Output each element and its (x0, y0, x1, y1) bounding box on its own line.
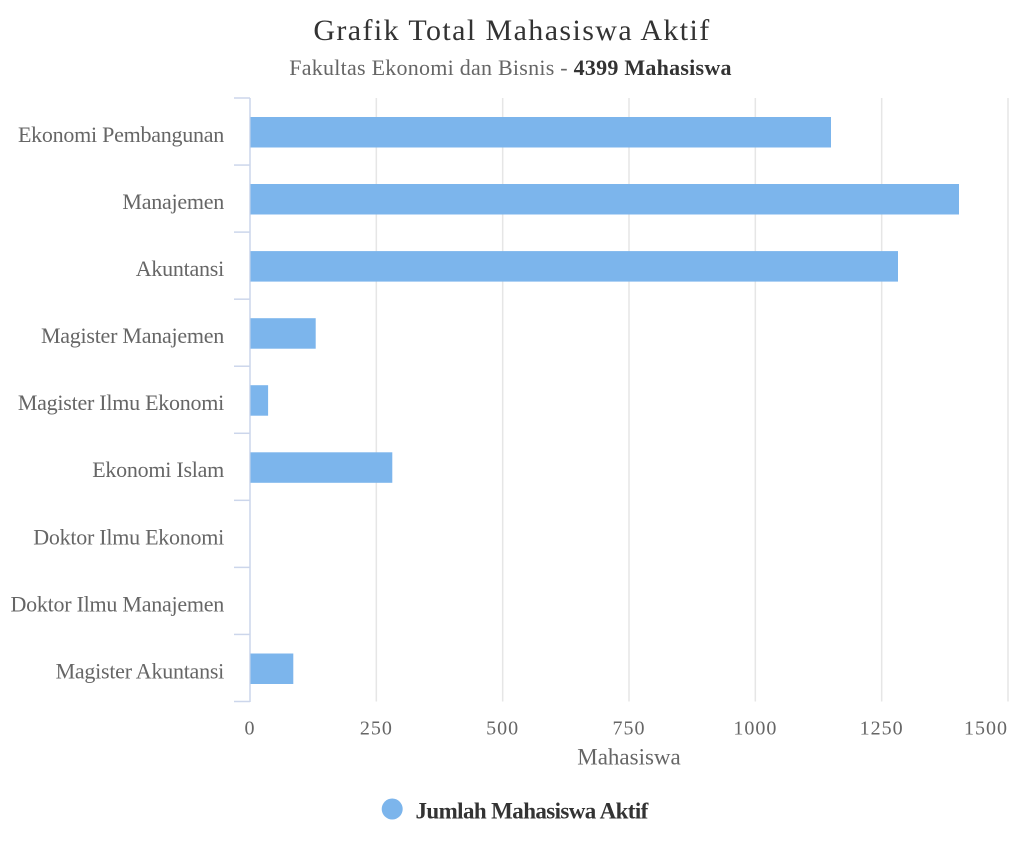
svg-text:Fakultas Ekonomi dan Bisnis -: Fakultas Ekonomi dan Bisnis - 4399 Mahas… (289, 55, 731, 80)
svg-text:Grafik Total Mahasiswa Aktif: Grafik Total Mahasiswa Aktif (313, 14, 710, 47)
svg-text:1250: 1250 (860, 717, 904, 739)
svg-text:Doktor Ilmu Manajemen: Doktor Ilmu Manajemen (11, 591, 225, 616)
svg-text:250: 250 (360, 717, 393, 739)
svg-text:Magister Akuntansi: Magister Akuntansi (56, 658, 225, 683)
svg-text:Mahasiswa: Mahasiswa (577, 745, 680, 770)
svg-text:Ekonomi Pembangunan: Ekonomi Pembangunan (18, 122, 224, 147)
svg-text:Jumlah Mahasiswa Aktif: Jumlah Mahasiswa Aktif (416, 799, 649, 824)
svg-text:Magister Manajemen: Magister Manajemen (41, 323, 224, 348)
svg-text:Magister Ilmu Ekonomi: Magister Ilmu Ekonomi (18, 390, 224, 415)
svg-text:1000: 1000 (733, 717, 777, 739)
svg-text:500: 500 (486, 717, 519, 739)
svg-text:Manajemen: Manajemen (122, 189, 224, 214)
svg-text:750: 750 (613, 717, 646, 739)
svg-text:1500: 1500 (964, 717, 1008, 739)
svg-text:0: 0 (245, 717, 256, 739)
svg-text:Ekonomi Islam: Ekonomi Islam (92, 457, 224, 482)
svg-text:Doktor Ilmu Ekonomi: Doktor Ilmu Ekonomi (33, 524, 224, 549)
svg-text:Akuntansi: Akuntansi (136, 256, 224, 281)
